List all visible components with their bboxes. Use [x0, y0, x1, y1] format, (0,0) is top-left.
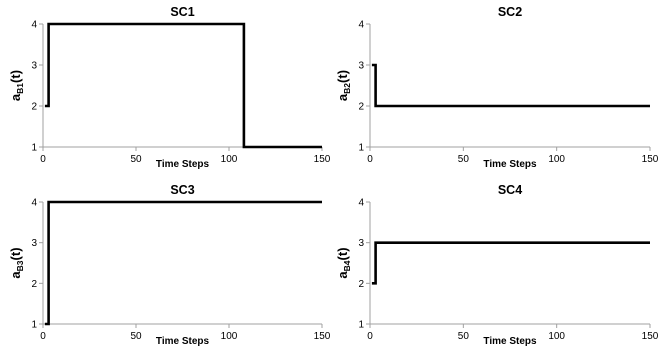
y-tick-label: 4: [31, 198, 37, 209]
y-axis-label-suffix: (t): [335, 70, 350, 83]
x-tick-label: 150: [314, 331, 331, 342]
y-axis-label-base: a: [335, 93, 350, 101]
y-axis-label-suffix: (t): [335, 247, 350, 260]
y-tick-label: 1: [358, 143, 364, 154]
x-tick-label: 0: [40, 331, 46, 342]
y-axis-label-subscript: B1: [15, 83, 25, 94]
x-tick-label: 150: [314, 154, 331, 165]
y-tick-label: 3: [31, 238, 37, 249]
y-axis-label-base: a: [8, 93, 23, 101]
y-tick-label: 2: [31, 279, 37, 290]
y-tick-label: 3: [358, 61, 364, 72]
x-tick-label: 100: [221, 331, 238, 342]
x-tick-label: 50: [458, 154, 470, 165]
x-tick-label: 0: [367, 154, 373, 165]
series-line: [44, 22, 322, 149]
series-line: [44, 200, 322, 326]
y-tick-label: 4: [31, 20, 37, 31]
series-line: [371, 241, 650, 285]
y-tick-label: 1: [31, 143, 37, 154]
x-tick-label: 100: [548, 331, 565, 342]
y-axis-label: aB1(t): [8, 70, 25, 101]
y-tick-label: 2: [31, 102, 37, 113]
x-tick-label: 50: [130, 154, 142, 165]
chart-title: SC2: [498, 5, 522, 19]
y-axis-label: aB4(t): [335, 247, 352, 278]
y-tick-label: 2: [358, 102, 364, 113]
x-tick-label: 50: [458, 331, 470, 342]
y-tick-label: 3: [31, 61, 37, 72]
chart-panel-4: SC4 1 2 3 4 0 50 100 150 Time Steps aB4(t): [335, 183, 659, 347]
x-axis-label: Time Steps: [483, 159, 537, 170]
y-tick-label: 4: [358, 198, 364, 209]
chart-title: SC4: [498, 183, 522, 197]
y-axis-label-base: a: [335, 271, 350, 279]
x-tick-label: 50: [130, 331, 142, 342]
y-axis-label-subscript: B4: [342, 260, 352, 271]
y-tick-label: 1: [358, 320, 364, 331]
chart-title: SC3: [170, 183, 194, 197]
y-tick-label: 3: [358, 238, 364, 249]
y-axis-label-subscript: B2: [342, 83, 352, 94]
y-tick-label: 2: [358, 279, 364, 290]
x-axis-label: Time Steps: [156, 336, 210, 347]
chart-panel-2: SC2 1 2 3 4 0 50 100 150 Time Steps aB2(t): [335, 5, 659, 170]
chart-panel-3: SC3 1 2 3 4 0 50 100 150 Time Steps aB3(t): [8, 183, 331, 347]
y-axis-label-base: a: [8, 271, 23, 279]
x-tick-label: 100: [221, 154, 238, 165]
x-tick-label: 150: [642, 154, 659, 165]
chart-panel-1: SC1 1 2 3 4 0 50 100 150 Time Steps aB1(t): [8, 5, 331, 170]
x-axis-label: Time Steps: [483, 336, 537, 347]
y-axis-label: aB3(t): [8, 247, 25, 278]
y-axis-label: aB2(t): [335, 70, 352, 101]
y-axis-label-suffix: (t): [8, 247, 23, 260]
series-line: [371, 63, 650, 108]
x-tick-label: 0: [40, 154, 46, 165]
y-axis-label-suffix: (t): [8, 70, 23, 83]
x-tick-label: 150: [642, 331, 659, 342]
x-axis-label: Time Steps: [156, 159, 210, 170]
x-tick-label: 100: [548, 154, 565, 165]
x-tick-label: 0: [367, 331, 373, 342]
y-tick-label: 1: [31, 320, 37, 331]
y-axis-label-subscript: B3: [15, 260, 25, 271]
chart-title: SC1: [170, 5, 194, 19]
y-tick-label: 4: [358, 20, 364, 31]
